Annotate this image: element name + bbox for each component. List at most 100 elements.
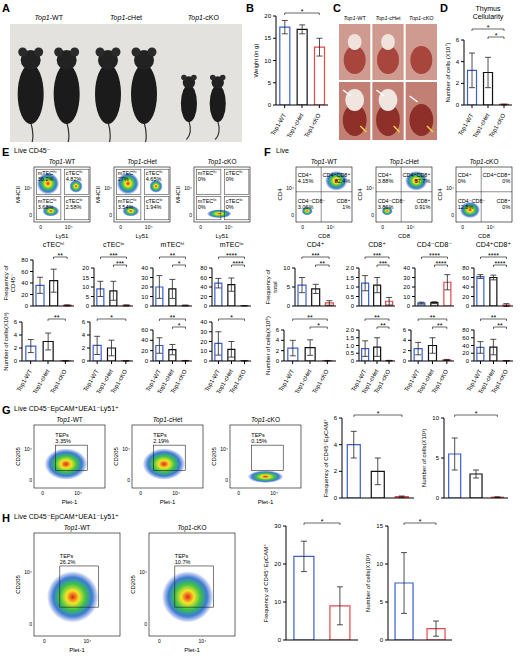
svg-text:0.5: 0.5	[346, 294, 355, 300]
svg-text:Top1-cKO: Top1-cKO	[177, 524, 206, 532]
svg-text:total: total	[272, 281, 278, 292]
svg-text:**: **	[307, 314, 313, 321]
svg-text:0: 0	[29, 212, 32, 218]
svg-text:Top1-WT: Top1-WT	[457, 112, 475, 136]
svg-text:*: *	[321, 518, 324, 525]
svg-text:0: 0	[371, 212, 374, 218]
svg-text:82.4%: 82.4%	[335, 178, 351, 184]
svg-text:0: 0	[461, 224, 464, 230]
svg-text:****: ****	[436, 260, 447, 267]
svg-text:CD4: CD4	[437, 188, 443, 201]
svg-text:Top1-cKO: Top1-cKO	[303, 112, 322, 138]
svg-text:Top1-cKO: Top1-cKO	[311, 368, 330, 394]
svg-text:10⁴: 10⁴	[24, 569, 32, 575]
svg-text:1%: 1%	[342, 204, 350, 210]
svg-text:*: *	[178, 322, 181, 329]
svg-text:0: 0	[466, 303, 470, 309]
svg-text:4: 4	[276, 337, 280, 343]
svg-text:CD4⁺CD8⁺: CD4⁺CD8⁺	[476, 241, 512, 248]
svg-text:10⁴: 10⁴	[65, 224, 73, 230]
svg-text:MHCII: MHCII	[15, 186, 21, 203]
svg-text:CD4: CD4	[357, 188, 363, 201]
svg-text:10: 10	[141, 294, 148, 300]
svg-text:60: 60	[141, 327, 148, 333]
svg-text:CD4⁻CD8⁻: CD4⁻CD8⁻	[417, 241, 453, 248]
svg-text:1.0: 1.0	[346, 343, 355, 349]
svg-text:0: 0	[139, 490, 142, 496]
svg-text:0: 0	[276, 358, 280, 364]
svg-text:*: *	[230, 314, 233, 321]
svg-text:Top1-cHet: Top1-cHet	[127, 158, 157, 166]
svg-text:CD4⁺: CD4⁺	[307, 241, 325, 248]
svg-text:0: 0	[29, 477, 32, 483]
svg-text:15: 15	[376, 523, 383, 529]
svg-text:*: *	[487, 24, 490, 31]
svg-text:4.82%: 4.82%	[66, 176, 82, 182]
svg-text:Top1-cKO: Top1-cKO	[488, 112, 507, 138]
svg-text:0: 0	[145, 358, 149, 364]
svg-text:10⁴: 10⁴	[145, 224, 153, 230]
svg-text:10⁴: 10⁴	[270, 490, 278, 496]
svg-text:5: 5	[380, 599, 384, 605]
svg-text:10⁴: 10⁴	[407, 224, 415, 230]
svg-text:1.0: 1.0	[346, 284, 355, 290]
svg-text:Top1-cKO: Top1-cKO	[228, 368, 247, 394]
svg-text:0%: 0%	[226, 176, 234, 182]
svg-text:40: 40	[141, 265, 148, 271]
svg-text:Top1-cHet: Top1-cHet	[153, 416, 183, 424]
svg-text:MHCII: MHCII	[95, 186, 101, 203]
svg-text:5: 5	[86, 294, 90, 300]
svg-text:6: 6	[334, 415, 338, 421]
svg-text:40: 40	[200, 319, 207, 325]
svg-text:2: 2	[456, 80, 460, 86]
svg-text:mTECˡᵒ: mTECˡᵒ	[220, 241, 244, 248]
svg-text:CD8: CD8	[398, 233, 411, 239]
svg-text:0: 0	[301, 224, 304, 230]
svg-text:1.5: 1.5	[346, 335, 355, 341]
svg-text:20: 20	[264, 13, 271, 19]
svg-text:0%: 0%	[226, 204, 234, 210]
svg-text:0.15%: 0.15%	[251, 438, 267, 444]
svg-text:30: 30	[403, 275, 410, 281]
svg-text:4: 4	[456, 59, 460, 65]
svg-text:4: 4	[82, 332, 86, 338]
svg-text:Top1-cKO: Top1-cKO	[207, 158, 236, 166]
svg-text:10⁴: 10⁴	[184, 185, 192, 191]
svg-text:0%: 0%	[502, 204, 510, 210]
svg-text:30: 30	[274, 523, 281, 529]
svg-text:Top1-cHet: Top1-cHet	[32, 368, 51, 395]
svg-text:Top1-cKO: Top1-cKO	[251, 416, 280, 424]
svg-text:0: 0	[82, 358, 86, 364]
svg-text:Thymus: Thymus	[476, 5, 501, 13]
svg-text:0: 0	[287, 303, 291, 309]
svg-text:0: 0	[86, 303, 90, 309]
svg-text:60: 60	[462, 335, 469, 341]
svg-text:10⁴: 10⁴	[487, 224, 495, 230]
svg-text:0: 0	[268, 102, 272, 108]
svg-text:0: 0	[291, 212, 294, 218]
svg-text:Top1-WT: Top1-WT	[49, 158, 76, 166]
svg-text:12.8%: 12.8%	[458, 204, 474, 210]
svg-text:20: 20	[403, 284, 410, 290]
svg-text:**: **	[497, 322, 503, 329]
svg-text:2.19%: 2.19%	[153, 438, 169, 444]
svg-text:40: 40	[462, 343, 469, 349]
svg-text:0: 0	[199, 224, 202, 230]
svg-text:CD4: CD4	[277, 188, 283, 201]
svg-text:Top1-WT: Top1-WT	[56, 416, 83, 424]
svg-text:6: 6	[456, 37, 460, 43]
svg-text:5: 5	[268, 80, 272, 86]
svg-text:0%: 0%	[502, 178, 510, 184]
svg-text:60: 60	[462, 275, 469, 281]
svg-text:20: 20	[200, 294, 207, 300]
svg-text:0: 0	[204, 358, 208, 364]
svg-text:**: **	[491, 314, 497, 321]
svg-text:Number of cells(X10³): Number of cells(X10³)	[3, 312, 9, 370]
svg-text:15: 15	[264, 35, 271, 41]
svg-text:0: 0	[29, 621, 32, 627]
svg-text:*: *	[110, 314, 113, 321]
svg-text:Top1-cKO: Top1-cKO	[469, 158, 498, 166]
svg-text:CD8⁺: CD8⁺	[368, 241, 386, 248]
svg-text:0%: 0%	[198, 176, 206, 182]
svg-text:10⁴: 10⁴	[446, 185, 454, 191]
